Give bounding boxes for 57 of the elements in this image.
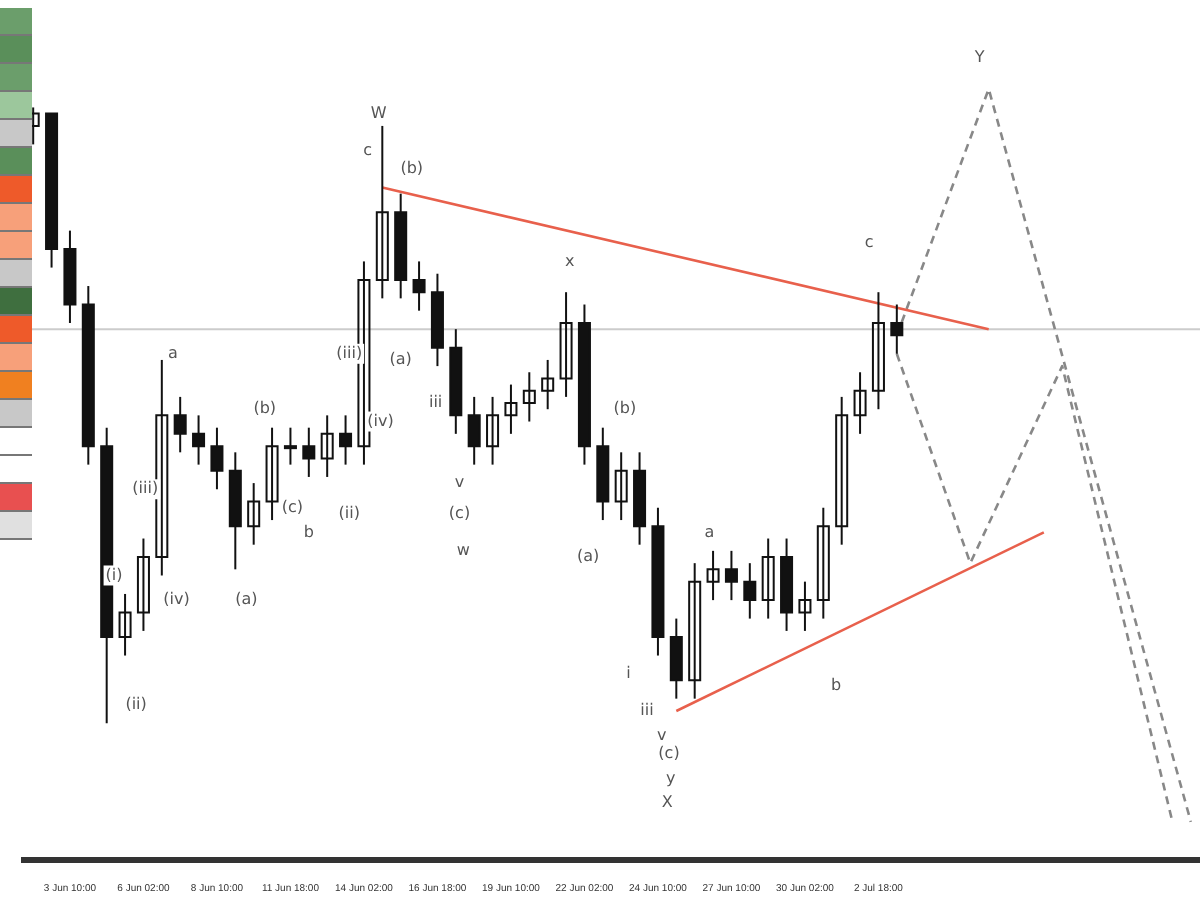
candlestick [816, 506, 830, 620]
candlestick [486, 395, 500, 466]
annotation: iii [428, 393, 443, 412]
candlestick [541, 358, 555, 411]
candlestick [136, 537, 150, 632]
text: y [666, 768, 677, 787]
annotation: (ii) [125, 694, 147, 713]
text: (c) [658, 744, 680, 763]
annotation: w [456, 541, 471, 560]
candlestick [26, 106, 40, 146]
candlestick [357, 260, 371, 466]
annotation: (i) [105, 565, 123, 584]
annotation: W [370, 103, 387, 122]
annotation: (c) [448, 504, 471, 523]
annotation: (ii) [338, 504, 360, 523]
candlestick [283, 426, 297, 466]
text: X [661, 793, 674, 812]
candlestick [761, 537, 775, 620]
text: v [656, 725, 667, 744]
candlestick [118, 592, 132, 657]
annotation: iii [640, 701, 654, 720]
annotation: c [363, 140, 373, 159]
annotation: a [704, 522, 715, 541]
candlestick [835, 395, 849, 546]
annotation: (iv) [367, 411, 394, 430]
candlestick [247, 482, 261, 546]
candlestick [375, 124, 389, 300]
text: Y [972, 48, 985, 67]
annotation: (iii) [336, 343, 363, 362]
annotation: b [831, 676, 842, 695]
annotation: c [864, 233, 874, 252]
annotation: (iii) [132, 479, 159, 498]
annotation: a [167, 343, 178, 362]
annotation: (a) [389, 350, 412, 369]
annotation: (b) [253, 399, 277, 418]
candlestick [706, 549, 720, 602]
annotation: x [565, 251, 575, 270]
annotation: (a) [235, 590, 258, 609]
annotation: b [303, 522, 314, 541]
candlestick [265, 426, 279, 522]
annotation: (a) [576, 547, 600, 566]
annotation: (iv) [163, 590, 190, 609]
candlestick [155, 358, 169, 577]
annotation: (b) [400, 159, 424, 178]
candlestick [798, 580, 812, 632]
candlestick [522, 371, 536, 423]
candlestick [688, 562, 702, 700]
annotation: (b) [613, 399, 637, 418]
annotation: i [626, 664, 631, 683]
candlestick [614, 451, 628, 522]
annotation: (c) [281, 497, 303, 516]
candlestick [871, 291, 885, 411]
candlestick [320, 414, 334, 478]
candlestick [559, 291, 573, 398]
annotation: v [454, 473, 465, 492]
candlestick [853, 371, 867, 435]
candlestick [504, 383, 518, 435]
